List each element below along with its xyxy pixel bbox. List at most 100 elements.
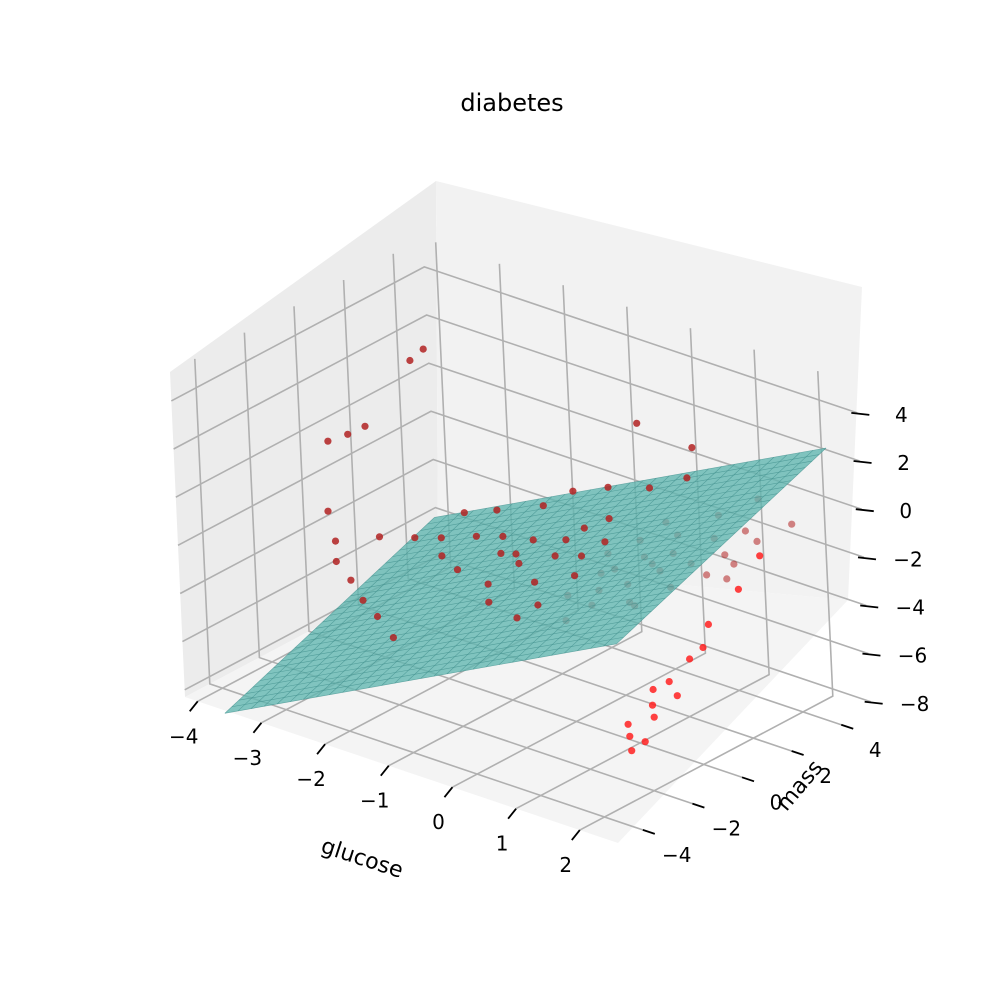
z-tick-label: 0 — [899, 499, 912, 523]
data-point — [601, 538, 609, 546]
plane-mesh-line — [336, 539, 729, 610]
z-tick-label: −4 — [895, 595, 924, 619]
data-point — [497, 549, 505, 558]
data-point — [534, 601, 542, 609]
plane-mesh-line — [322, 552, 715, 623]
y-gridline — [243, 332, 693, 805]
axis-ticks — [189, 411, 883, 841]
y-tick — [692, 802, 705, 809]
y-gridline — [293, 306, 743, 779]
x-tick — [252, 722, 263, 734]
plane-mesh-line — [406, 473, 799, 544]
data-point — [723, 575, 731, 583]
data-point — [419, 345, 427, 353]
data-point — [484, 580, 492, 588]
plane-mesh-line — [238, 630, 631, 701]
plane-mesh-line — [392, 486, 785, 557]
x-tick — [189, 700, 199, 712]
y-tick-label: 2 — [819, 764, 832, 788]
data-point — [686, 655, 694, 663]
data-point — [788, 520, 796, 528]
x-tick — [316, 743, 326, 755]
data-point — [683, 474, 691, 482]
data-point — [688, 444, 696, 452]
x-tick-label: 0 — [432, 810, 445, 834]
y-gridline — [194, 358, 644, 831]
plane-mesh-line — [266, 604, 659, 675]
data-point — [406, 356, 414, 365]
y-tick-label: −2 — [712, 817, 741, 841]
z-gridline — [173, 314, 860, 462]
left-pane — [170, 181, 438, 697]
plane-mesh-line — [287, 584, 680, 655]
data-point — [645, 484, 654, 492]
data-point — [437, 534, 445, 542]
data-point — [324, 507, 332, 515]
x-gridline — [452, 328, 707, 788]
data-point — [649, 685, 657, 694]
data-point — [453, 566, 462, 574]
data-point — [741, 527, 750, 535]
plane-mesh-line — [308, 565, 701, 636]
points-above-plane — [324, 345, 764, 755]
y-tick — [642, 829, 656, 835]
plane-mesh-line — [364, 512, 757, 584]
z-gridline — [170, 266, 858, 414]
data-point — [375, 533, 384, 541]
data-point — [389, 634, 397, 642]
plane-mesh-line — [427, 454, 820, 525]
z-tick — [851, 411, 870, 416]
x-tick — [507, 808, 517, 820]
z-tick-label: 2 — [897, 451, 910, 475]
x-tick-label: −4 — [169, 724, 198, 748]
z-tick — [853, 460, 872, 464]
z-tick-label: 4 — [895, 403, 908, 427]
data-point — [359, 596, 367, 604]
data-point — [499, 532, 507, 541]
data-point — [704, 620, 713, 629]
data-point — [650, 713, 658, 721]
plane-mesh-line — [273, 597, 666, 668]
data-point — [756, 552, 764, 560]
data-point — [493, 506, 501, 514]
z-tick — [857, 556, 877, 561]
data-point — [577, 552, 586, 560]
plane-mesh-line — [329, 545, 722, 616]
plane-mesh-line — [350, 526, 743, 597]
y-tick — [791, 750, 804, 756]
x-tick-label: 1 — [496, 832, 509, 856]
x-gridline — [388, 306, 643, 767]
tick-labels: −4 −3 −2 −1 0 1 2 −4 −2 0 2 4 −8 −6 −4 −2 0 2 4 — [169, 403, 929, 877]
x-tick-label: −2 — [296, 767, 325, 791]
x-tick-label: −3 — [233, 746, 262, 770]
plane-mesh-line — [434, 447, 827, 518]
y-tick-label: −4 — [662, 843, 691, 867]
plane-mesh-line — [343, 532, 736, 603]
data-point — [344, 430, 352, 438]
data-point — [673, 692, 681, 700]
data-point — [624, 720, 632, 728]
data-point — [569, 487, 577, 495]
data-point — [699, 643, 707, 652]
y-tick-label: 0 — [770, 790, 783, 814]
chart-title: diabetes — [460, 89, 563, 117]
data-point — [332, 557, 340, 566]
z-tick-label: −6 — [898, 644, 927, 668]
data-point — [641, 738, 649, 746]
data-point — [347, 576, 355, 584]
data-point — [580, 524, 588, 532]
data-point — [703, 571, 711, 579]
data-point — [373, 612, 382, 621]
x-tick — [443, 786, 454, 798]
data-point — [513, 614, 521, 622]
plane-mesh-line — [399, 480, 792, 551]
data-point — [539, 502, 547, 510]
x-tick-label: 2 — [559, 853, 572, 877]
plane-mesh-line — [231, 636, 624, 708]
data-point — [472, 532, 480, 540]
data-point — [626, 732, 634, 740]
data-point — [633, 419, 641, 427]
plane-mesh-line — [413, 467, 806, 538]
y-tick — [741, 776, 755, 783]
data-point — [571, 572, 579, 580]
